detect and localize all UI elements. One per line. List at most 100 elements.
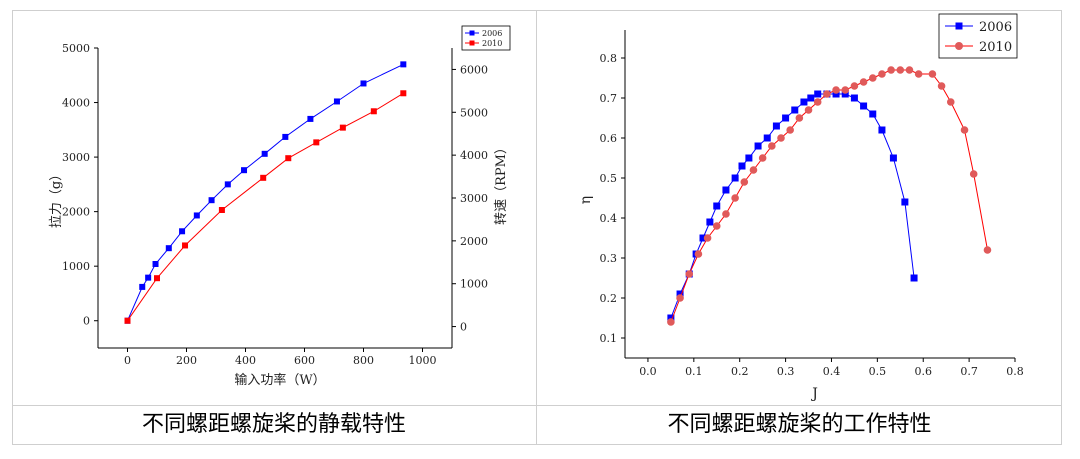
data-point-2010 (722, 210, 730, 218)
y-tick-label: 0.4 (600, 212, 618, 225)
data-point-2010 (878, 70, 886, 78)
data-point-2006 (699, 234, 707, 242)
data-point-2006 (782, 114, 790, 122)
y-tick-label: 0.2 (600, 292, 618, 305)
legend-box (461, 25, 511, 51)
caption-working-characteristics: 不同螺距螺旋桨的工作特性 (667, 412, 932, 437)
y-tick-label: 3000 (62, 151, 90, 164)
caption-static-load: 不同螺距螺旋桨的静载特性 (141, 412, 406, 437)
data-point-2010 (731, 194, 739, 202)
data-point-2006 (763, 134, 771, 142)
y2-tick-label: 4000 (460, 149, 488, 162)
data-point-2010 (928, 70, 937, 78)
data-point-2010 (182, 242, 189, 249)
x-axis-label: 输入功率（W） (234, 372, 325, 388)
series-line-2010 (127, 92, 404, 321)
legend-label-2006: 2006 (979, 20, 1012, 35)
data-point-2006 (193, 212, 200, 219)
data-point-2006 (208, 197, 215, 204)
data-point-2006 (807, 94, 815, 102)
data-point-2010 (983, 246, 992, 254)
data-point-2006 (333, 98, 340, 105)
data-point-2010 (823, 90, 831, 98)
x-tick-label: 0.2 (731, 365, 749, 378)
x-tick-label: 0.7 (960, 365, 978, 378)
data-point-2010 (905, 66, 914, 74)
data-point-2010 (795, 114, 804, 122)
legend-box (938, 13, 1018, 59)
data-point-2006 (791, 106, 799, 114)
data-point-2010 (804, 106, 813, 114)
x-tick-label: 0.4 (823, 365, 841, 378)
x-tick-label: 0.6 (914, 365, 932, 378)
x-tick-label: 0 (124, 354, 131, 367)
y-tick-label: 5000 (62, 42, 90, 55)
data-point-2006 (910, 274, 918, 282)
data-point-2006 (738, 162, 746, 170)
data-point-2006 (145, 274, 152, 281)
data-point-2006 (878, 126, 886, 134)
legend-marker-2010 (469, 40, 475, 46)
x-tick-label: 400 (235, 354, 256, 367)
data-point-2006 (667, 314, 675, 322)
data-point-2006 (307, 115, 314, 122)
data-point-2006 (224, 181, 231, 188)
data-point-2010 (937, 82, 946, 90)
y2-tick-label: 5000 (460, 106, 488, 119)
data-point-2010 (694, 250, 703, 258)
y-tick-label: 0.7 (600, 92, 618, 105)
data-point-2006 (841, 90, 849, 98)
data-point-2010 (777, 134, 785, 142)
x-tick-label: 0.8 (1006, 365, 1024, 378)
x-tick-label: 0.5 (869, 365, 887, 378)
x-tick-label: 0.3 (777, 365, 795, 378)
legend-marker-2006 (469, 30, 475, 36)
data-point-2010 (786, 126, 794, 134)
data-point-2006 (772, 122, 780, 130)
y-tick-label: 0.1 (600, 332, 618, 345)
data-point-2006 (152, 261, 159, 267)
data-point-2006 (754, 142, 762, 150)
data-point-2010 (285, 155, 292, 162)
y-axis-label: 拉力（g） (49, 168, 64, 228)
data-point-2010 (758, 154, 767, 162)
x-tick-label: 0.1 (685, 365, 703, 378)
legend-marker-2006 (955, 22, 963, 30)
y2-tick-label: 6000 (460, 63, 488, 76)
data-point-2006 (869, 110, 877, 118)
data-point-2010 (768, 142, 776, 150)
data-point-2010 (370, 108, 377, 115)
series-line-2010 (670, 69, 988, 323)
data-point-2006 (800, 98, 808, 106)
data-point-2006 (139, 283, 146, 290)
y2-tick-label: 0 (460, 321, 467, 334)
y-axis-label: η (578, 196, 594, 204)
data-point-2010 (218, 207, 225, 213)
x-axis-label: J (810, 386, 818, 402)
data-point-2010 (960, 126, 969, 134)
x-tick-label: 0.0 (639, 365, 657, 378)
data-point-2006 (713, 202, 721, 210)
data-point-2006 (179, 228, 186, 235)
data-point-2010 (969, 170, 978, 178)
y-tick-label: 0.6 (600, 132, 618, 145)
data-point-2010 (260, 174, 267, 181)
y-tick-label: 0.8 (600, 52, 618, 65)
data-point-2010 (749, 166, 758, 174)
y2-tick-label: 3000 (460, 192, 488, 205)
data-point-2006 (360, 80, 367, 87)
data-point-2010 (712, 222, 721, 230)
y-tick-label: 4000 (62, 97, 90, 110)
data-point-2010 (896, 66, 905, 74)
data-point-2006 (722, 186, 730, 194)
data-point-2006 (860, 102, 868, 110)
x-tick-label: 1000 (409, 354, 437, 367)
y2-axis-label: 转速（RPM） (494, 141, 509, 225)
y-tick-label: 0.5 (600, 172, 618, 185)
data-point-2010 (740, 178, 749, 186)
data-point-2006 (282, 133, 289, 140)
x-tick-label: 200 (176, 354, 197, 367)
data-point-2010 (832, 86, 840, 94)
